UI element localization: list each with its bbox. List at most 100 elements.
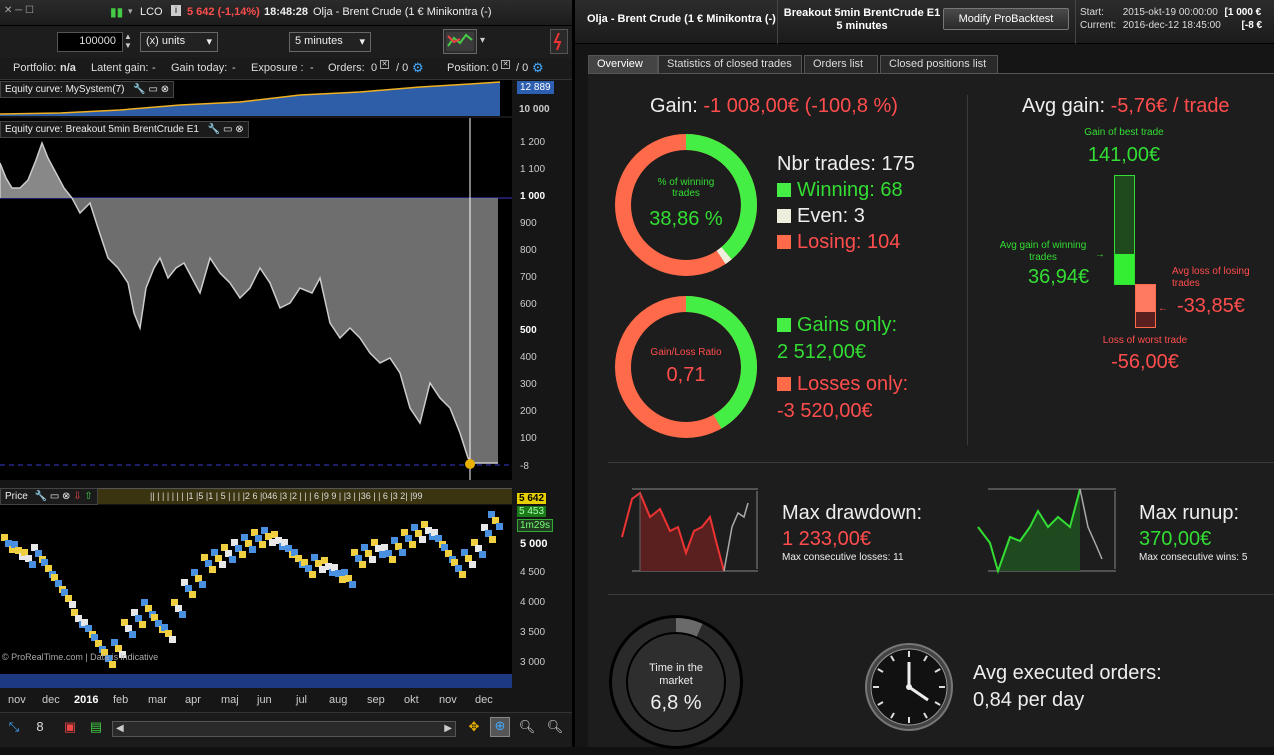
equity-curve-small-plot xyxy=(0,81,501,116)
equity-tick: 100 xyxy=(520,433,537,444)
trade-marker xyxy=(55,580,62,587)
trade-marker xyxy=(201,554,208,561)
window-icon[interactable]: ▭ xyxy=(223,124,233,135)
close-icon[interactable]: ⊗ xyxy=(160,84,170,95)
window-icon[interactable]: ▭ xyxy=(148,84,158,95)
chart-type-icon[interactable]: ▤ xyxy=(89,719,103,734)
trade-marker xyxy=(391,537,398,544)
gains-only-value: 2 512,00€ xyxy=(777,341,866,363)
position-label: Position: xyxy=(447,62,490,74)
trade-marker xyxy=(345,575,352,582)
tab-closed-positions[interactable]: Closed positions list xyxy=(880,55,998,73)
indicator-icon[interactable] xyxy=(550,29,568,54)
trade-marker xyxy=(259,541,266,548)
clock-time: 18:48:28 xyxy=(264,6,309,18)
winning-legend-icon xyxy=(777,183,791,197)
pane-splitter[interactable] xyxy=(572,0,575,747)
window-controls[interactable]: ✕ ─ ☐ xyxy=(4,5,34,16)
chevron-down-icon[interactable]: ▾ xyxy=(480,35,486,46)
gains-legend-icon xyxy=(777,318,791,332)
trade-marker xyxy=(181,579,188,586)
equity-tick: -8 xyxy=(520,461,529,472)
cursor-zoom-icon[interactable]: ⊕ xyxy=(490,717,510,737)
trade-marker xyxy=(479,551,486,558)
runup-value: 370,00€ xyxy=(1139,528,1212,550)
avg-gain-value: -5,76€ / trade xyxy=(1110,95,1230,117)
current-extra: [-8 € xyxy=(1241,20,1263,31)
equity-small-title: Equity curve: MySystem(7) xyxy=(5,84,125,95)
position-box-icon[interactable]: ✕ xyxy=(501,60,510,69)
timeframe-select[interactable]: 5 minutes ▾ xyxy=(289,32,371,52)
gear-icon[interactable]: ⚙ xyxy=(532,60,544,75)
gear-icon[interactable]: ⚙ xyxy=(412,60,424,75)
losses-only-value: -3 520,00€ xyxy=(777,400,873,422)
wrench-icon[interactable]: 🔧 xyxy=(34,491,48,502)
trade-counts: Nbr trades: 175 Winning: 68 Even: 3 Losi… xyxy=(777,151,915,255)
chart-scrollbar[interactable]: ◀ ▶ xyxy=(112,721,456,737)
trade-marker xyxy=(21,549,28,556)
avg-gain-label: Avg gain: xyxy=(1022,95,1106,117)
backtest-header: Olja - Brent Crude (1 € Minikontra (-) B… xyxy=(575,0,1274,44)
date-range: Start: 2015-okt-19 00:00:00 [1 000 € Cur… xyxy=(1080,6,1262,32)
wrench-icon[interactable]: 🔧 xyxy=(207,124,221,135)
tab-overview[interactable]: Overview xyxy=(588,55,658,73)
wrench-icon[interactable]: 🔧 xyxy=(133,84,146,95)
upload-icon[interactable]: ⇧ xyxy=(84,491,93,502)
trade-marker xyxy=(145,605,152,612)
modify-probacktest-button[interactable]: Modify ProBacktest xyxy=(943,8,1069,30)
scroll-left-icon[interactable]: ◀ xyxy=(116,723,124,734)
units-select[interactable]: (x) units ▾ xyxy=(140,32,218,52)
equity-tick: 700 xyxy=(520,272,537,283)
trade-marker xyxy=(435,535,442,542)
trade-marker xyxy=(65,595,72,602)
quantity-stepper[interactable]: ▲ ▼ xyxy=(124,32,132,50)
trade-marker xyxy=(161,624,168,631)
probacktest-icon[interactable] xyxy=(443,29,477,54)
trade-marker xyxy=(291,549,298,556)
trade-marker xyxy=(355,555,362,562)
trade-marker xyxy=(209,566,216,573)
price-title-bar: Price 🔧 ▭ ⊗ ⇩ ⇧ xyxy=(0,488,98,505)
trade-marker xyxy=(169,636,176,643)
quantity-input[interactable]: 100000 xyxy=(57,32,123,52)
close-icon[interactable]: ⊗ xyxy=(235,124,244,135)
trade-marker xyxy=(101,649,108,656)
trade-marker xyxy=(155,620,162,627)
scroll-right-icon[interactable]: ▶ xyxy=(444,723,452,734)
zoom-in-icon[interactable]: 🔍︎ xyxy=(546,719,564,734)
info-icon[interactable]: i xyxy=(171,5,181,16)
orders-box-icon[interactable]: ✕ xyxy=(380,60,389,69)
trade-marker xyxy=(191,569,198,576)
ticker-label[interactable]: LCO xyxy=(140,6,163,18)
trade-marker xyxy=(295,555,302,562)
download-icon[interactable]: ⇩ xyxy=(73,491,82,502)
tab-orders-list[interactable]: Orders list xyxy=(804,55,878,73)
candlestick-icon[interactable]: ▮▮ xyxy=(110,5,124,19)
order-toolbar: 100000 ▲ ▼ (x) units ▾ 5 minutes ▾ ▾ xyxy=(0,26,572,58)
month-label: dec xyxy=(475,694,493,706)
nbr-trades: Nbr trades: 175 xyxy=(777,153,915,175)
equity-tick: 900 xyxy=(520,218,537,229)
trade-marker xyxy=(249,546,256,553)
latent-gain-value: - xyxy=(152,62,156,74)
current-label: Current: xyxy=(1080,20,1117,31)
time-axis: nov dec 2016 feb mar apr maj jun jul aug… xyxy=(0,690,512,710)
bars-count-icon[interactable]: 8 xyxy=(36,719,44,734)
trade-marker xyxy=(451,559,458,566)
trade-marker xyxy=(459,571,466,578)
trade-marker xyxy=(375,545,382,552)
zoom-fit-icon[interactable]: ⤡ xyxy=(8,719,20,734)
window-icon[interactable]: ▭ xyxy=(49,491,60,502)
dropdown-arrow-icon[interactable]: ▾ xyxy=(128,6,133,16)
trade-marker xyxy=(311,554,318,561)
trade-marker xyxy=(251,529,258,536)
tab-statistics[interactable]: Statistics of closed trades xyxy=(658,55,802,73)
best-trade-value: 141,00€ xyxy=(1087,144,1161,166)
trade-marker xyxy=(371,539,378,546)
zoom-out-icon[interactable]: 🔍︎ xyxy=(518,719,536,734)
pan-icon[interactable]: ✥ xyxy=(468,719,480,734)
trade-marker xyxy=(425,527,432,534)
screenshot-icon[interactable]: ▣ xyxy=(63,719,77,734)
close-icon[interactable]: ⊗ xyxy=(62,491,71,502)
price-title: Price xyxy=(5,491,28,502)
